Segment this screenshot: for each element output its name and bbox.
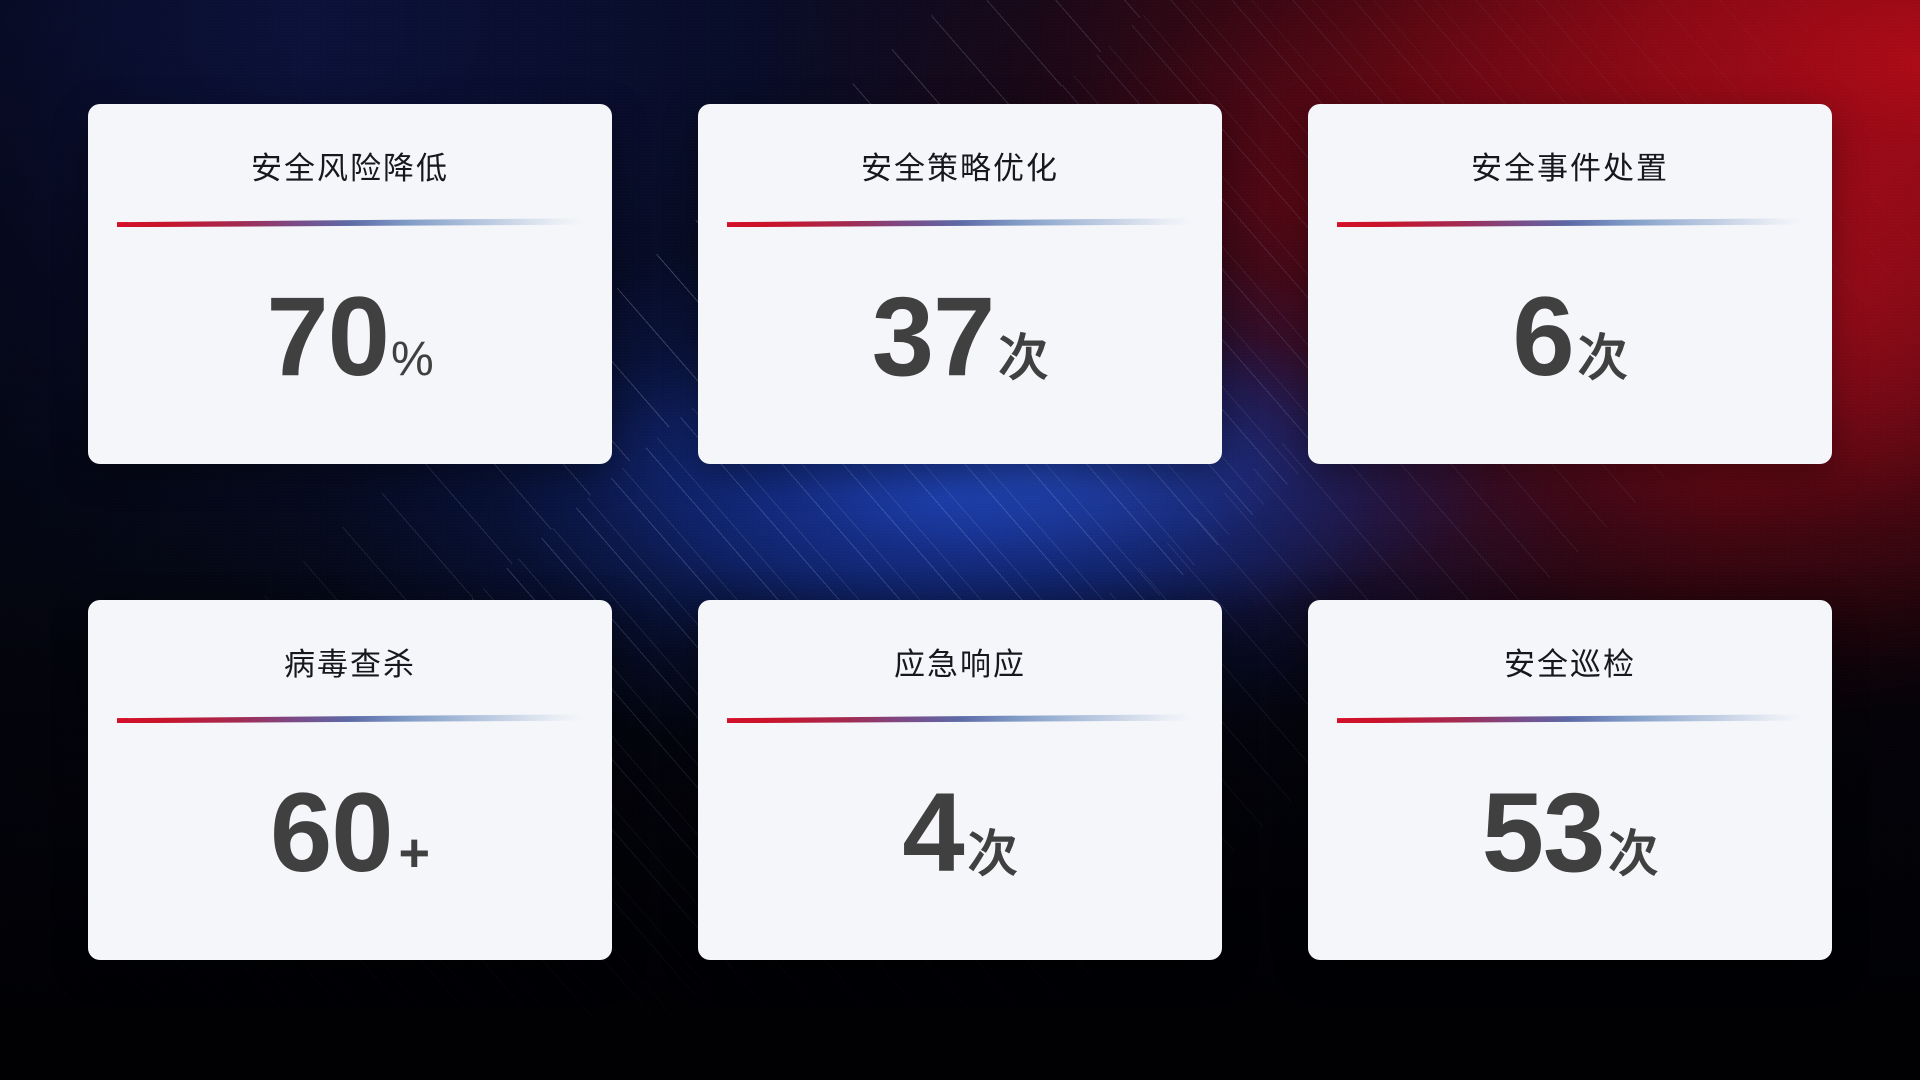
stat-card-title: 安全策略优化 [861, 151, 1059, 186]
stat-card-value: 6 [1512, 273, 1574, 399]
stat-card-divider [1337, 218, 1803, 228]
stat-card-security-risk-reduction[interactable]: 安全风险降低 70 % [88, 104, 612, 464]
stat-card-unit: 次 [1577, 329, 1628, 386]
stat-card-unit: 次 [998, 329, 1049, 386]
stat-card-divider [117, 714, 583, 724]
stat-card-value-row: 60 + [88, 723, 612, 960]
stat-card-value: 53 [1481, 769, 1606, 895]
stat-card-security-inspection[interactable]: 安全巡检 53 次 [1308, 600, 1832, 960]
stat-card-divider [727, 218, 1193, 228]
stat-card-title: 应急响应 [894, 647, 1026, 682]
stat-card-emergency-response[interactable]: 应急响应 4 次 [698, 600, 1222, 960]
stat-card-policy-optimization[interactable]: 安全策略优化 37 次 [698, 104, 1222, 464]
stat-card-grid: 安全风险降低 70 % 安全策略优化 37 次 安全事件处置 [88, 104, 1832, 960]
stat-card-title: 安全事件处置 [1471, 151, 1669, 186]
stat-card-value-row: 53 次 [1308, 723, 1832, 960]
stat-card-value: 4 [902, 769, 964, 895]
stat-card-unit: + [398, 822, 431, 883]
stat-card-value-row: 4 次 [698, 723, 1222, 960]
stat-card-value-row: 70 % [88, 227, 612, 464]
stat-card-value-row: 6 次 [1308, 227, 1832, 464]
stat-card-value: 70 [266, 273, 390, 399]
stat-card-title: 安全巡检 [1504, 647, 1636, 682]
stat-card-value-row: 37 次 [698, 227, 1222, 464]
stat-card-virus-removal[interactable]: 病毒查杀 60 + [88, 600, 612, 960]
stat-card-incident-handling[interactable]: 安全事件处置 6 次 [1308, 104, 1832, 464]
stat-card-unit: 次 [967, 825, 1018, 882]
stat-card-title: 安全风险降低 [251, 151, 449, 186]
stat-card-title: 病毒查杀 [284, 647, 416, 682]
stat-card-divider [117, 218, 583, 228]
stat-card-divider [727, 714, 1193, 724]
stat-card-value: 37 [871, 273, 996, 399]
stat-card-value: 60 [269, 769, 394, 895]
stat-card-unit: % [390, 332, 434, 386]
stat-card-unit: 次 [1608, 825, 1659, 882]
stat-card-divider [1337, 714, 1803, 724]
